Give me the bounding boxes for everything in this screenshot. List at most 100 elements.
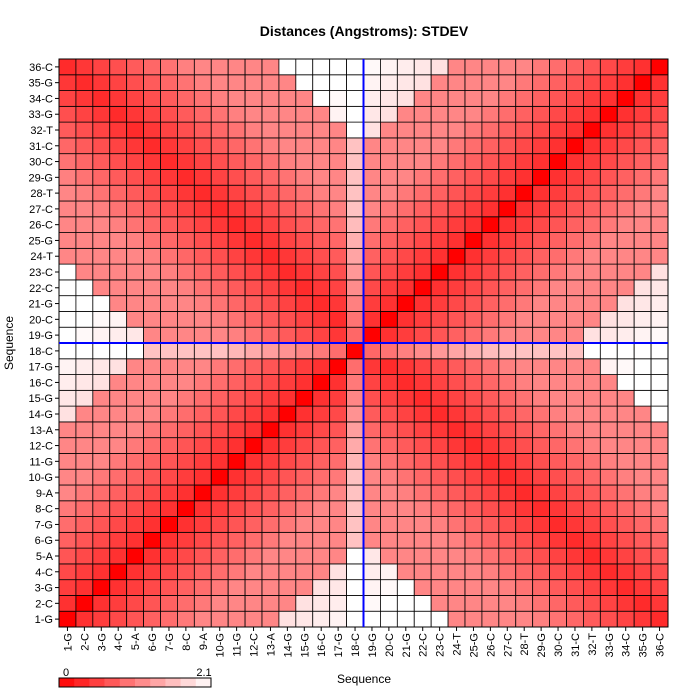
heatmap-cell <box>210 405 229 423</box>
heatmap-cell <box>177 389 195 407</box>
heatmap-cell <box>143 58 161 76</box>
heatmap-cell <box>650 563 669 581</box>
heatmap-cell <box>210 153 229 170</box>
heatmap-cell <box>177 105 195 123</box>
heatmap-cell <box>177 595 195 612</box>
heatmap-cell <box>464 153 483 170</box>
heatmap-cell <box>650 232 669 249</box>
heatmap-cell <box>177 326 195 344</box>
heatmap-cell <box>244 342 263 360</box>
heatmap-cell <box>633 105 652 123</box>
heatmap-cell <box>447 311 466 328</box>
heatmap-cell <box>346 579 364 596</box>
heatmap-cell <box>498 153 517 170</box>
heatmap-cell <box>312 468 331 486</box>
heatmap-cell <box>633 405 652 423</box>
heatmap-cell <box>109 610 128 628</box>
heatmap-cell <box>650 389 669 407</box>
heatmap-cell <box>599 311 618 328</box>
x-tick-label: 4-C <box>113 633 125 651</box>
heatmap-cell <box>532 232 550 249</box>
heatmap-cell <box>109 184 128 202</box>
heatmap-cell <box>261 121 280 139</box>
heatmap-cell <box>616 121 635 139</box>
heatmap-cell <box>75 547 94 565</box>
heatmap-cell <box>227 247 246 265</box>
heatmap-cell <box>498 105 517 123</box>
heatmap-cell <box>650 405 669 423</box>
heatmap-cell <box>312 263 331 281</box>
heatmap-cell <box>278 263 297 281</box>
heatmap-cell <box>312 153 331 170</box>
x-tick-label: 2-C <box>79 633 91 651</box>
heatmap-cell <box>599 326 618 344</box>
heatmap-cell <box>430 216 449 233</box>
heatmap-cell <box>58 184 77 202</box>
heatmap-cell <box>160 374 178 391</box>
heatmap-cell <box>329 200 347 218</box>
colorbar-segment <box>180 678 197 687</box>
heatmap-cell <box>532 563 550 581</box>
heatmap-cell <box>616 137 635 155</box>
heatmap-cell <box>396 468 415 486</box>
heatmap-cell <box>599 405 618 423</box>
heatmap-cell <box>566 105 584 123</box>
heatmap-cell <box>633 484 652 502</box>
heatmap-cell <box>363 90 381 107</box>
heatmap-cell <box>380 169 398 186</box>
heatmap-cell <box>58 610 77 628</box>
heatmap-cell <box>633 121 652 139</box>
x-tick-label: 22-C <box>418 633 430 657</box>
heatmap-cell <box>160 74 178 91</box>
heatmap-cell <box>109 563 128 581</box>
heatmap-cell <box>481 531 500 549</box>
heatmap-cell <box>633 468 652 486</box>
heatmap-cell <box>346 279 364 297</box>
x-tick-label: 12-C <box>249 633 261 657</box>
heatmap-cell <box>481 468 500 486</box>
heatmap-cell <box>599 121 618 139</box>
heatmap-cell <box>464 610 483 628</box>
heatmap-cell <box>109 358 128 375</box>
heatmap-cell <box>193 610 212 628</box>
heatmap-cell <box>244 153 263 170</box>
heatmap-cell <box>380 247 398 265</box>
heatmap-cell <box>193 153 212 170</box>
heatmap-cell <box>227 121 246 139</box>
heatmap-cell <box>177 74 195 91</box>
heatmap-cell <box>515 247 534 265</box>
heatmap-cell <box>126 295 144 312</box>
heatmap-cell <box>295 184 314 202</box>
heatmap-cell <box>532 326 550 344</box>
heatmap-cell <box>481 563 500 581</box>
heatmap-cell <box>210 74 229 91</box>
heatmap-cell <box>599 500 618 517</box>
heatmap-cell <box>346 58 364 76</box>
heatmap-cell <box>295 516 314 533</box>
heatmap-cell <box>396 153 415 170</box>
heatmap-cell <box>650 58 669 76</box>
heatmap-cell <box>380 405 398 423</box>
x-tick-label: 36-C <box>655 633 667 657</box>
heatmap-cell <box>109 547 128 565</box>
heatmap-cell <box>193 169 212 186</box>
heatmap-cell <box>464 421 483 439</box>
heatmap-cell <box>515 595 534 612</box>
heatmap-cell <box>515 326 534 344</box>
colorbar-segment <box>59 678 75 687</box>
heatmap-cell <box>549 105 567 123</box>
heatmap-cell <box>143 121 161 139</box>
heatmap-cell <box>227 374 246 391</box>
heatmap-cell <box>532 200 550 218</box>
heatmap-cell <box>193 547 212 565</box>
heatmap-cell <box>599 216 618 233</box>
heatmap-cell <box>109 153 128 170</box>
heatmap-cell <box>363 169 381 186</box>
heatmap-cell <box>515 232 534 249</box>
heatmap-cell <box>430 500 449 517</box>
heatmap-cell <box>126 421 144 439</box>
heatmap-cell <box>650 311 669 328</box>
heatmap-cell <box>278 326 297 344</box>
heatmap-cell <box>58 563 77 581</box>
heatmap-cell <box>227 500 246 517</box>
